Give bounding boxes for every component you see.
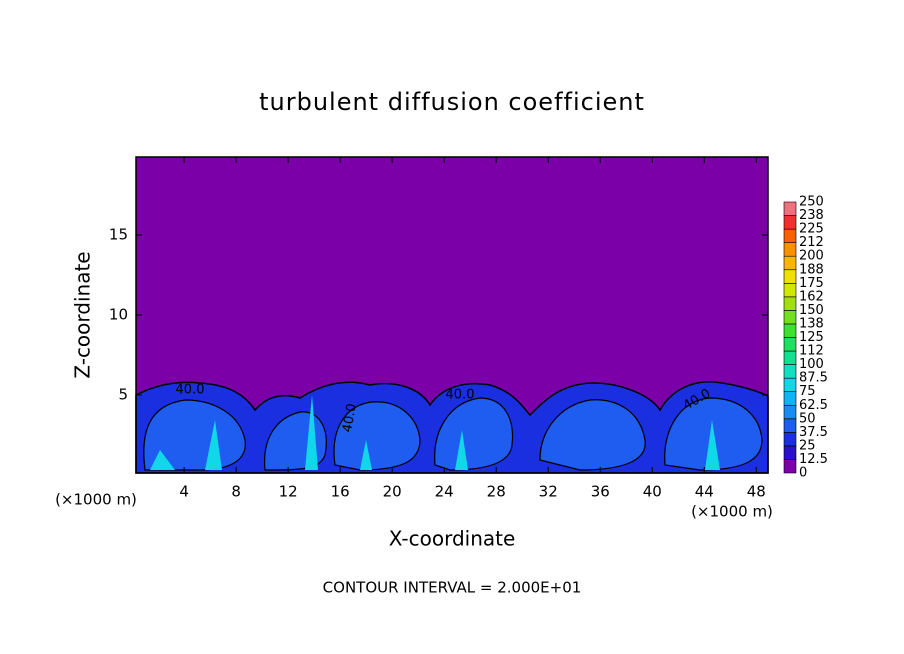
contour-interval: CONTOUR INTERVAL = 2.000E+01 — [323, 579, 582, 597]
x-unit-label: (×1000 m) — [55, 491, 137, 509]
colorbar-label: 112 — [799, 344, 824, 359]
colorbar-label: 125 — [799, 330, 824, 345]
streak — [455, 430, 468, 470]
colorbar-box — [783, 418, 797, 433]
colorbar-label: 175 — [799, 276, 824, 291]
colorbar-label: 188 — [799, 262, 824, 277]
colorbar-label: 62.5 — [799, 398, 828, 413]
eddy — [333, 401, 421, 471]
colorbar-box — [783, 445, 797, 460]
y-tick-label: 10 — [109, 306, 128, 324]
contour-label: 40.0 — [340, 402, 360, 433]
colorbar-box — [783, 255, 797, 271]
x-tick-label: 8 — [231, 483, 241, 501]
streak — [205, 420, 222, 470]
streak — [705, 420, 720, 470]
x-axis-label: X-coordinate — [389, 527, 516, 551]
streak — [360, 440, 372, 470]
colorbar-box — [783, 296, 797, 311]
chart-title: turbulent diffusion coefficient — [259, 88, 645, 116]
colorbar-box — [783, 459, 797, 474]
colorbar-label: 225 — [799, 222, 824, 237]
colorbar-label: 25 — [799, 438, 816, 453]
colorbar-label: 0 — [799, 466, 807, 481]
colorbar-label: 138 — [799, 316, 824, 331]
colorbar-box — [783, 228, 797, 243]
colorbar-box — [783, 310, 797, 325]
contour-label: 40.0 — [446, 388, 475, 403]
colorbar-box — [783, 377, 797, 392]
eddy — [143, 399, 246, 471]
colorbar-label: 250 — [799, 195, 824, 210]
eddy — [539, 399, 646, 471]
colorbar-box — [783, 269, 797, 284]
colorbar-box — [783, 432, 797, 447]
colorbar-box — [783, 201, 797, 216]
colorbar-box — [783, 350, 797, 365]
colorbar-label: 100 — [799, 357, 824, 372]
colorbar-box — [783, 242, 797, 257]
eddy — [434, 397, 514, 471]
contour-line — [135, 381, 769, 474]
streak — [305, 395, 318, 470]
x-tick-label: 32 — [539, 483, 558, 501]
x-tick-label: 44 — [695, 483, 714, 501]
colorbar-label: 238 — [799, 208, 824, 223]
colorbar-label: 212 — [799, 235, 824, 250]
colorbar-box — [783, 364, 797, 379]
x-tick-label: 36 — [591, 483, 610, 501]
colorbar-box — [783, 323, 797, 338]
x-tick-label: 28 — [487, 483, 506, 501]
y-tick-label: 5 — [118, 386, 128, 404]
colorbar-label: 50 — [799, 411, 816, 426]
field: 40.040.040.0 40.0 — [135, 157, 769, 474]
colorbar-box — [783, 391, 797, 406]
colorbar-box — [783, 404, 797, 420]
colorbar-label: 150 — [799, 303, 824, 318]
colorbar-label: 75 — [799, 384, 816, 399]
colorbar-box — [783, 337, 797, 352]
colorbar-label: 37.5 — [799, 425, 828, 440]
x-tick-label: 4 — [179, 483, 189, 501]
colorbar-label: 162 — [799, 289, 824, 304]
colorbar-label: 200 — [799, 249, 824, 264]
x-tick-label: 12 — [279, 483, 298, 501]
colorbar-label: 87.5 — [799, 371, 828, 386]
y-tick-label: 15 — [109, 226, 128, 244]
y-axis-label: Z-coordinate — [71, 251, 95, 378]
x-unit-label: (×1000 m) — [691, 503, 773, 521]
colorbar-box — [783, 215, 797, 230]
colorbar-box — [783, 282, 797, 298]
contour-label: 40.0 — [176, 383, 205, 398]
x-tick-label: 24 — [435, 483, 454, 501]
streak — [150, 450, 175, 470]
colorbar-label: 12.5 — [799, 452, 828, 467]
x-tick-label: 40 — [643, 483, 662, 501]
x-tick-label: 16 — [331, 483, 350, 501]
x-tick-label: 20 — [383, 483, 402, 501]
x-tick-label: 48 — [747, 483, 766, 501]
